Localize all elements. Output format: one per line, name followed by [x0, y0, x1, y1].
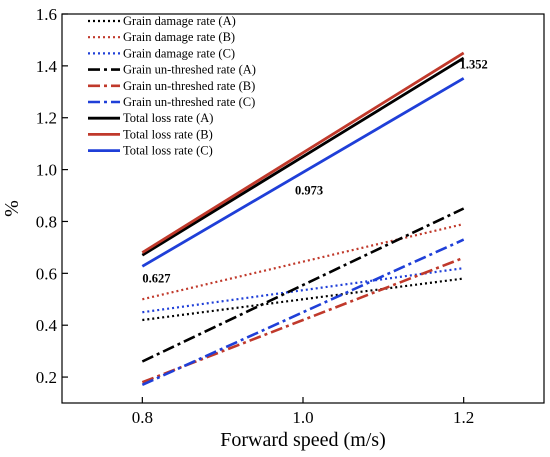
y-tick-label: 1.2: [36, 109, 57, 128]
tick-layer: 0.8 1.0 1.2 0.2 0.4 0.6 0.8 1.0 1.2 1.4 1.6: [36, 5, 475, 427]
series-line-grain-un-threshed-rate-b: [141, 256, 465, 384]
y-tick-label: 1.6: [36, 5, 57, 24]
legend-label: Grain damage rate (C): [123, 46, 235, 60]
x-tick-label: 1.2: [453, 408, 474, 427]
series-line-grain-un-threshed-rate-a: [141, 207, 465, 363]
legend-label: Grain un-threshed rate (C): [123, 95, 255, 109]
data-label: 0.627: [142, 271, 170, 285]
label-layer: 0.627 0.973 1.352: [142, 57, 487, 285]
legend-label: Grain un-threshed rate (B): [123, 79, 255, 93]
y-tick-label: 0.8: [36, 212, 57, 231]
y-tick-label: 0.4: [36, 316, 58, 335]
series-line-grain-damage-rate-c: [142, 267, 464, 314]
y-tick-label: 0.6: [36, 264, 57, 283]
series-line-grain-damage-rate-a: [142, 277, 464, 322]
y-tick-label: 1.4: [36, 57, 58, 76]
series-line-grain-damage-rate-b: [142, 222, 464, 301]
legend-label: Total loss rate (C): [123, 144, 213, 158]
data-label: 0.973: [295, 184, 323, 198]
legend-label: Grain damage rate (B): [123, 30, 235, 44]
x-tick-label: 1.0: [292, 408, 313, 427]
series-line-total-loss-rate-a: [141, 56, 465, 257]
series-layer: [141, 51, 465, 387]
legend: Grain damage rate (A) Grain damage rate (…: [88, 14, 256, 158]
x-axis-title: Forward speed (m/s): [220, 429, 386, 451]
x-tick-label: 0.8: [132, 408, 153, 427]
legend-label: Grain un-threshed rate (A): [123, 63, 256, 77]
legend-label: Total loss rate (B): [123, 127, 213, 141]
y-tick-label: 0.2: [36, 368, 57, 387]
data-label: 1.352: [460, 57, 488, 71]
legend-label: Total loss rate (A): [123, 111, 213, 125]
legend-label: Grain damage rate (A): [123, 14, 236, 28]
series-line-total-loss-rate-b: [141, 51, 465, 254]
y-axis-title: %: [1, 200, 23, 217]
series-line-grain-un-threshed-rate-c: [141, 238, 465, 387]
series-line-total-loss-rate-c: [141, 77, 465, 268]
y-tick-label: 1.0: [36, 161, 57, 180]
